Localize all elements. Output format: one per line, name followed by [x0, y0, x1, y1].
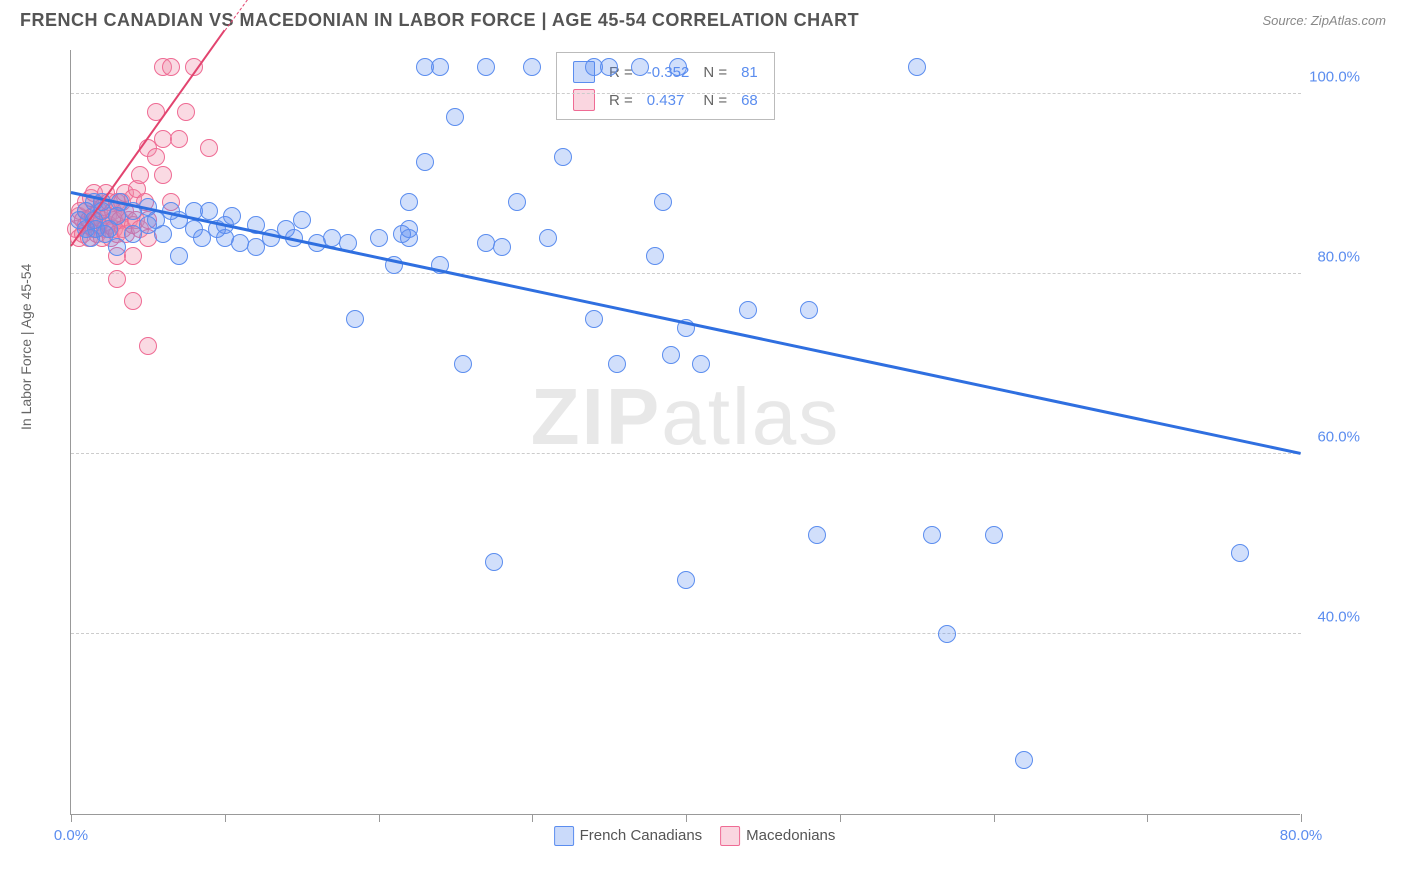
scatter-point-macedonian — [154, 166, 172, 184]
legend-n-label: N = — [697, 59, 733, 85]
gridline — [71, 273, 1301, 274]
scatter-point-french-canadian — [454, 355, 472, 373]
scatter-point-french-canadian — [608, 355, 626, 373]
trend-line — [71, 191, 1302, 454]
legend-swatch — [720, 826, 740, 846]
scatter-point-french-canadian — [938, 625, 956, 643]
scatter-point-french-canadian — [154, 225, 172, 243]
y-tick-label: 80.0% — [1317, 249, 1360, 266]
x-tick — [225, 814, 226, 822]
legend-series-label: Macedonians — [746, 827, 835, 844]
scatter-point-french-canadian — [808, 526, 826, 544]
source-attribution: Source: ZipAtlas.com — [1262, 13, 1386, 28]
y-axis-label: In Labor Force | Age 45-54 — [18, 264, 34, 430]
legend-row: R =0.437N =68 — [567, 87, 764, 113]
scatter-point-french-canadian — [539, 229, 557, 247]
scatter-point-macedonian — [147, 148, 165, 166]
scatter-point-french-canadian — [416, 153, 434, 171]
scatter-point-macedonian — [170, 130, 188, 148]
x-tick — [1147, 814, 1148, 822]
scatter-point-french-canadian — [446, 108, 464, 126]
scatter-point-french-canadian — [631, 58, 649, 76]
scatter-point-french-canadian — [223, 207, 241, 225]
title-bar: FRENCH CANADIAN VS MACEDONIAN IN LABOR F… — [0, 0, 1406, 37]
gridline — [71, 633, 1301, 634]
scatter-point-macedonian — [124, 247, 142, 265]
scatter-point-french-canadian — [293, 211, 311, 229]
chart-container: ZIPatlas R =-0.352N =81R =0.437N =68 Fre… — [70, 50, 1350, 820]
scatter-point-french-canadian — [200, 202, 218, 220]
scatter-point-french-canadian — [108, 238, 126, 256]
scatter-point-french-canadian — [485, 553, 503, 571]
x-tick — [532, 814, 533, 822]
legend-n-label: N = — [697, 87, 733, 113]
y-tick-label: 60.0% — [1317, 429, 1360, 446]
scatter-point-french-canadian — [908, 58, 926, 76]
scatter-point-french-canadian — [1231, 544, 1249, 562]
legend-n-value: 81 — [735, 59, 764, 85]
scatter-point-french-canadian — [493, 238, 511, 256]
scatter-point-french-canadian — [677, 571, 695, 589]
legend-r-value: 0.437 — [641, 87, 696, 113]
scatter-point-macedonian — [124, 292, 142, 310]
plot-area: ZIPatlas R =-0.352N =81R =0.437N =68 Fre… — [70, 50, 1300, 815]
scatter-point-french-canadian — [654, 193, 672, 211]
scatter-point-french-canadian — [800, 301, 818, 319]
scatter-point-macedonian — [162, 58, 180, 76]
x-tick — [686, 814, 687, 822]
scatter-point-french-canadian — [1015, 751, 1033, 769]
scatter-point-french-canadian — [669, 58, 687, 76]
scatter-point-french-canadian — [346, 310, 364, 328]
x-tick-label: 0.0% — [54, 827, 88, 844]
x-tick — [1301, 814, 1302, 822]
scatter-point-french-canadian — [985, 526, 1003, 544]
scatter-point-french-canadian — [370, 229, 388, 247]
scatter-point-french-canadian — [600, 58, 618, 76]
x-tick — [71, 814, 72, 822]
scatter-point-french-canadian — [170, 247, 188, 265]
scatter-point-french-canadian — [477, 58, 495, 76]
scatter-point-macedonian — [139, 337, 157, 355]
scatter-point-french-canadian — [508, 193, 526, 211]
series-legend: French Canadians Macedonians — [536, 826, 836, 846]
x-tick — [994, 814, 995, 822]
watermark: ZIPatlas — [531, 371, 840, 463]
chart-title: FRENCH CANADIAN VS MACEDONIAN IN LABOR F… — [20, 10, 859, 31]
gridline — [71, 93, 1301, 94]
legend-n-value: 68 — [735, 87, 764, 113]
legend-swatch — [554, 826, 574, 846]
watermark-light: atlas — [661, 372, 840, 461]
scatter-point-french-canadian — [662, 346, 680, 364]
scatter-point-french-canadian — [400, 193, 418, 211]
y-tick-label: 40.0% — [1317, 609, 1360, 626]
x-tick — [379, 814, 380, 822]
scatter-point-macedonian — [177, 103, 195, 121]
scatter-point-french-canadian — [646, 247, 664, 265]
legend-r-label: R = — [603, 87, 639, 113]
scatter-point-french-canadian — [923, 526, 941, 544]
scatter-point-french-canadian — [523, 58, 541, 76]
scatter-point-macedonian — [108, 270, 126, 288]
gridline — [71, 453, 1301, 454]
y-tick-label: 100.0% — [1309, 69, 1360, 86]
x-tick-label: 80.0% — [1280, 827, 1323, 844]
scatter-point-french-canadian — [585, 310, 603, 328]
scatter-point-french-canadian — [554, 148, 572, 166]
scatter-point-french-canadian — [739, 301, 757, 319]
scatter-point-macedonian — [200, 139, 218, 157]
scatter-point-french-canadian — [692, 355, 710, 373]
scatter-point-macedonian — [131, 166, 149, 184]
scatter-point-french-canadian — [431, 58, 449, 76]
x-tick — [840, 814, 841, 822]
legend-r-value: -0.352 — [641, 59, 696, 85]
watermark-bold: ZIP — [531, 372, 661, 461]
scatter-point-french-canadian — [400, 229, 418, 247]
legend-series-label: French Canadians — [580, 827, 703, 844]
